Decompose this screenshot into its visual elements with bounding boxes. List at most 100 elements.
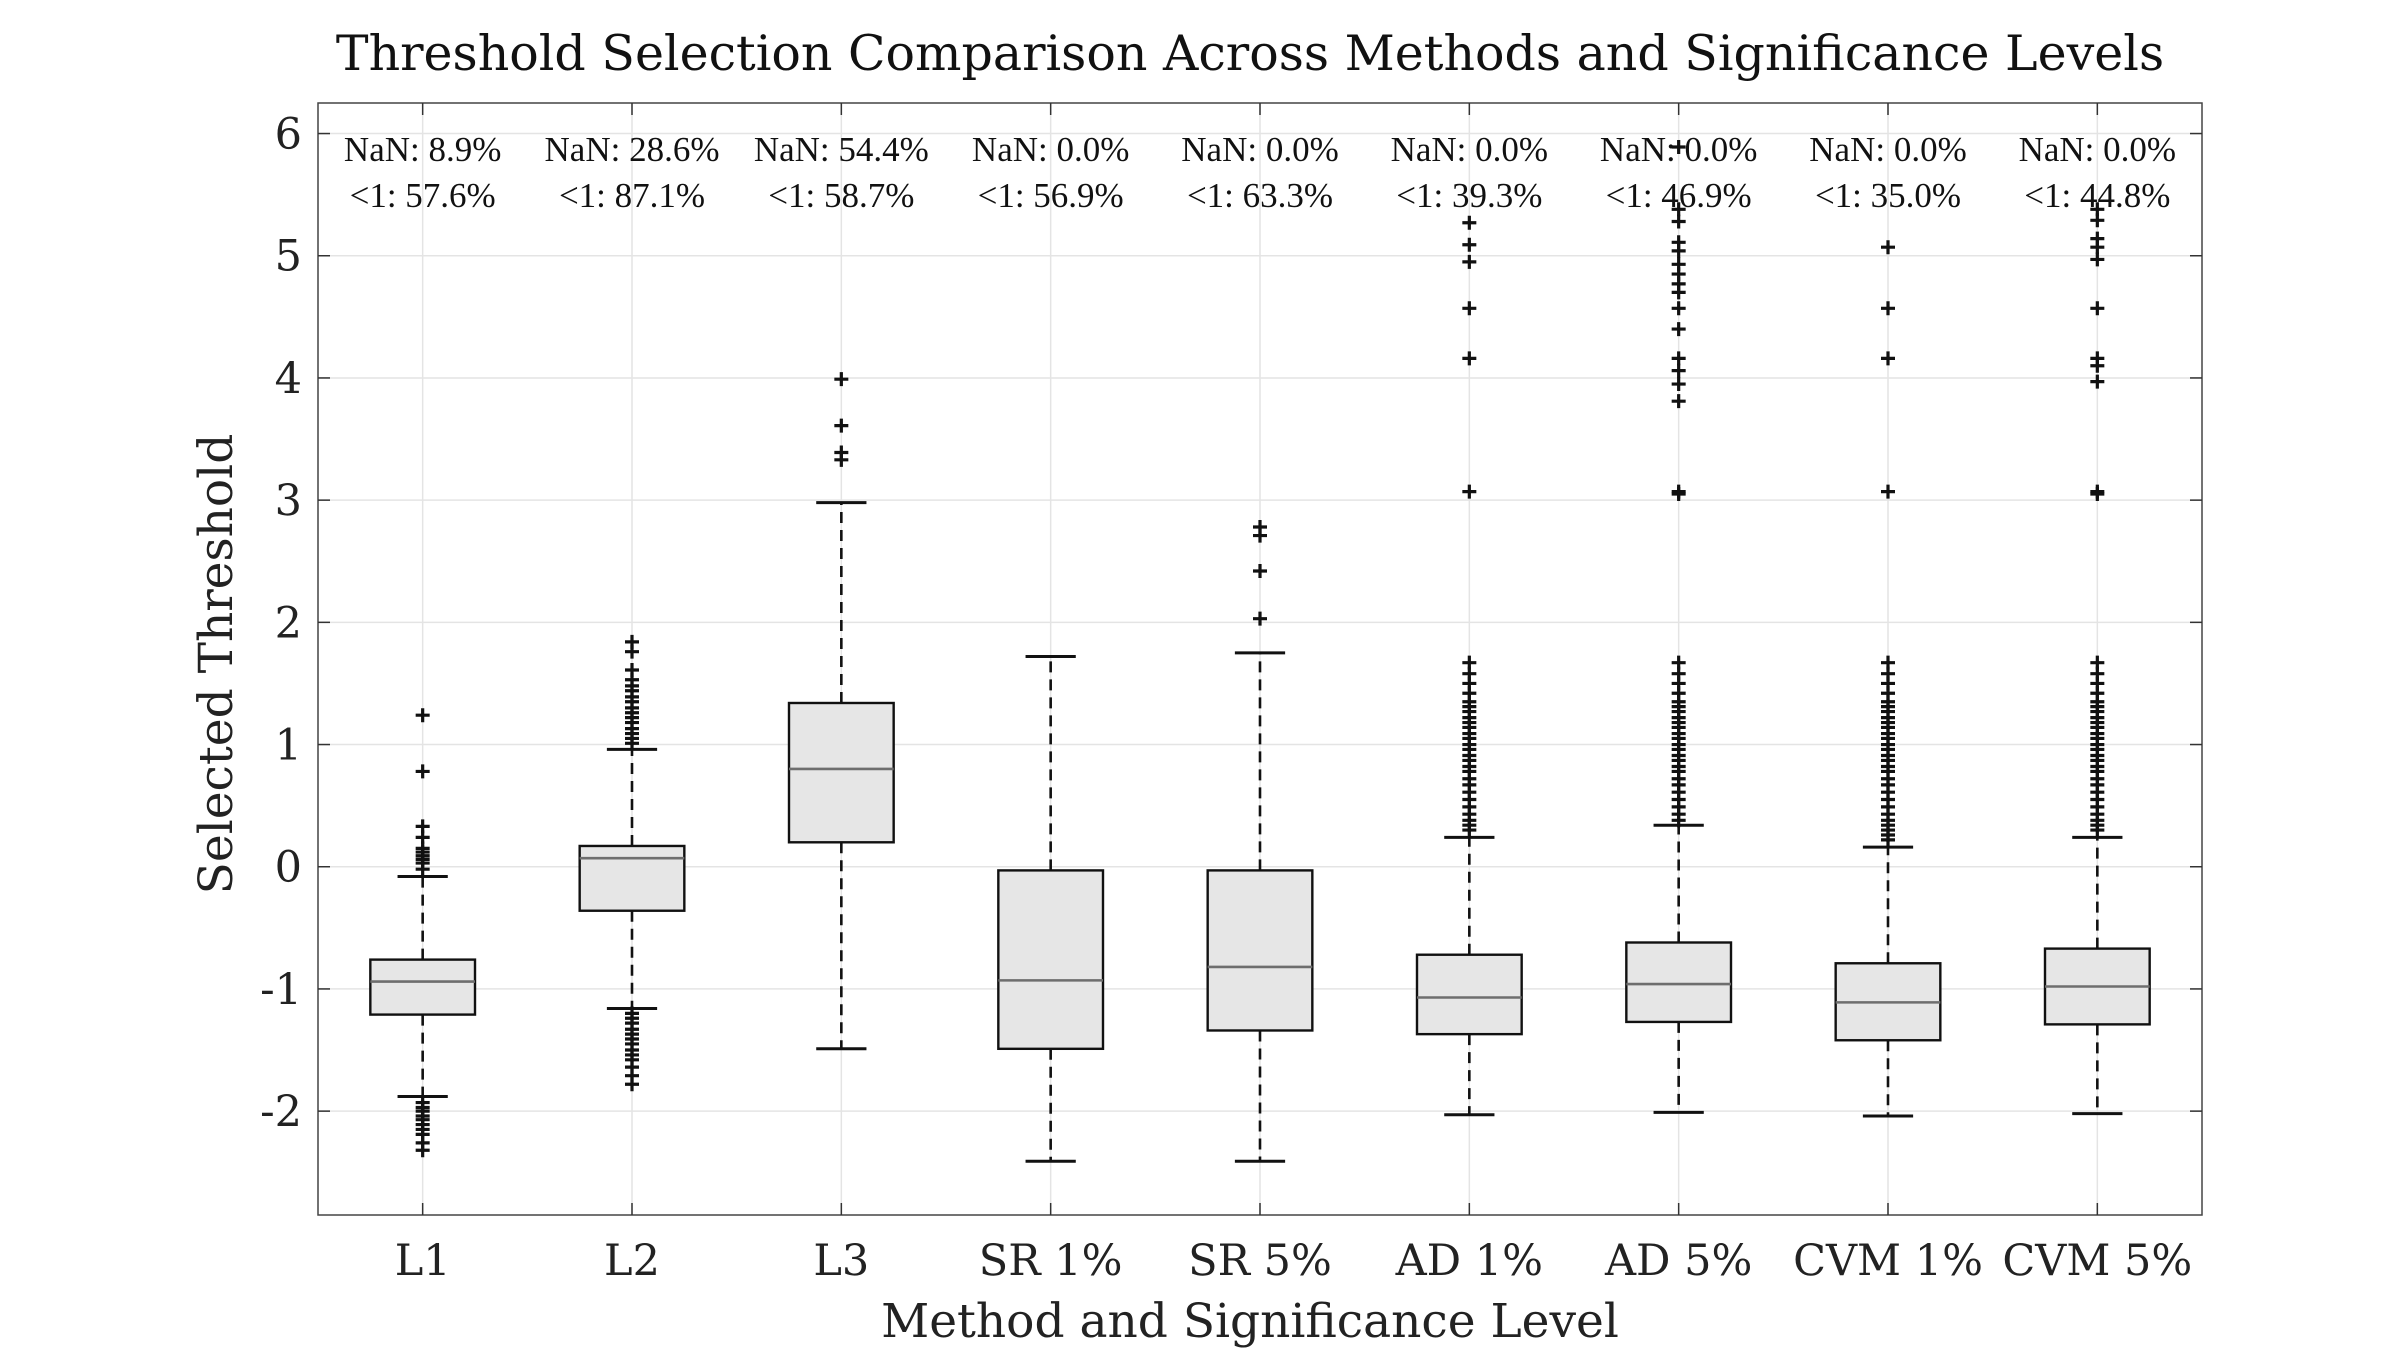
outlier-point	[2090, 358, 2105, 373]
nan-annotation: NaN: 28.6%	[545, 130, 720, 169]
nan-annotation: NaN: 8.9%	[344, 130, 501, 169]
outlier-point	[1253, 564, 1267, 579]
nan-annotation: NaN: 0.0%	[1181, 130, 1338, 169]
chart-title: Threshold Selection Comparison Across Me…	[336, 25, 2164, 82]
outlier-point	[1671, 139, 1686, 154]
outlier-point	[1881, 832, 1895, 847]
below-one-annotation: <1: 63.3%	[1187, 176, 1333, 215]
outlier-point	[1881, 351, 1895, 366]
x-axis-label: Method and Significance Level	[881, 1294, 1619, 1349]
box-group	[787, 372, 895, 1051]
x-tick-label: SR 1%	[979, 1236, 1123, 1286]
x-tick-label: AD 5%	[1604, 1236, 1752, 1286]
outlier-point	[1671, 363, 1686, 378]
outlier-point	[1462, 301, 1477, 316]
y-tick-label: 1	[275, 721, 302, 771]
box-iqr	[578, 844, 686, 912]
outlier-point	[415, 708, 430, 723]
outlier-point	[1881, 240, 1895, 255]
outlier-point	[1671, 813, 1686, 828]
outlier-point	[2090, 252, 2105, 267]
outlier-point	[834, 418, 849, 433]
box-group	[1206, 520, 1314, 1163]
box-iqr	[1415, 953, 1523, 1036]
outlier-point	[1253, 611, 1267, 626]
below-one-annotation: <1: 58.7%	[768, 176, 914, 215]
outlier-point	[2090, 240, 2105, 255]
box-iqr	[1625, 941, 1733, 1024]
box-group	[1625, 139, 1733, 1114]
below-one-annotation: <1: 35.0%	[1815, 176, 1961, 215]
x-tick-label: CVM 5%	[2002, 1236, 2192, 1286]
outlier-point	[625, 736, 639, 751]
outlier-point	[1881, 484, 1895, 499]
outlier-point	[415, 764, 430, 779]
outlier-point	[2090, 374, 2105, 389]
below-one-annotation: <1: 56.9%	[978, 176, 1124, 215]
x-tick-label: L1	[395, 1236, 451, 1286]
x-tick-label: CVM 1%	[1793, 1236, 1983, 1286]
nan-annotation: NaN: 0.0%	[1809, 130, 1966, 169]
x-tick-label: AD 1%	[1395, 1236, 1543, 1286]
nan-annotation: NaN: 54.4%	[754, 130, 929, 169]
outlier-point	[2090, 487, 2105, 502]
below-one-annotation: <1: 57.6%	[350, 176, 496, 215]
outlier-point	[625, 1077, 639, 1092]
y-tick-label: -1	[260, 965, 302, 1015]
box-group	[578, 634, 686, 1092]
outlier-point	[1671, 202, 1686, 217]
outlier-point	[1462, 484, 1477, 499]
below-one-annotation: <1: 87.1%	[559, 176, 705, 215]
box-iqr	[997, 869, 1105, 1051]
outlier-point	[2090, 213, 2105, 228]
x-tick-label: L2	[604, 1236, 660, 1286]
outlier-point	[1462, 237, 1477, 252]
outlier-point	[415, 862, 430, 877]
nan-annotation: NaN: 0.0%	[1600, 130, 1757, 169]
outlier-point	[2090, 301, 2105, 316]
below-one-annotation: <1: 44.8%	[2024, 176, 2170, 215]
box-group	[1415, 215, 1523, 1117]
box-group	[1834, 240, 1942, 1118]
nan-annotation: NaN: 0.0%	[972, 130, 1129, 169]
y-axis-label: Selected Threshold	[189, 434, 244, 895]
y-tick-label: -2	[260, 1087, 302, 1137]
below-one-annotation: <1: 39.3%	[1396, 176, 1542, 215]
outlier-point	[1253, 528, 1267, 543]
annotations-layer: NaN: 8.9% <1: 57.6% NaN: 28.6% <1: 87.1% NaN…	[344, 130, 2176, 215]
outlier-point	[1671, 243, 1686, 258]
outlier-point	[1462, 254, 1477, 269]
outlier-point	[1671, 351, 1686, 366]
outlier-point	[2090, 823, 2105, 838]
box-group	[369, 708, 477, 1158]
outlier-point	[1671, 322, 1686, 337]
box-iqr	[787, 701, 895, 844]
y-tick-label: 6	[275, 110, 302, 160]
y-tick-label: 5	[275, 232, 302, 282]
outlier-point	[1671, 214, 1686, 229]
outlier-point	[834, 452, 849, 467]
outlier-point	[1462, 351, 1477, 366]
outlier-point	[1462, 823, 1477, 838]
outlier-point	[834, 372, 849, 387]
outlier-point	[1462, 215, 1477, 230]
outlier-point	[1881, 301, 1895, 316]
x-tick-label: L3	[813, 1236, 869, 1286]
y-tick-label: 0	[275, 843, 302, 893]
y-tick-label: 3	[275, 476, 302, 526]
box-iqr	[1206, 869, 1314, 1032]
outlier-point	[1671, 394, 1686, 409]
y-tick-label: 2	[275, 598, 302, 648]
outlier-point	[1671, 285, 1686, 300]
outlier-point	[1671, 487, 1686, 502]
boxes-layer	[369, 139, 2151, 1163]
y-tick-label: 4	[275, 354, 302, 404]
box-group	[997, 655, 1105, 1163]
nan-annotation: NaN: 0.0%	[2019, 130, 2176, 169]
outlier-point	[625, 644, 639, 659]
below-one-annotation: <1: 46.9%	[1606, 176, 1752, 215]
nan-annotation: NaN: 0.0%	[1391, 130, 1548, 169]
